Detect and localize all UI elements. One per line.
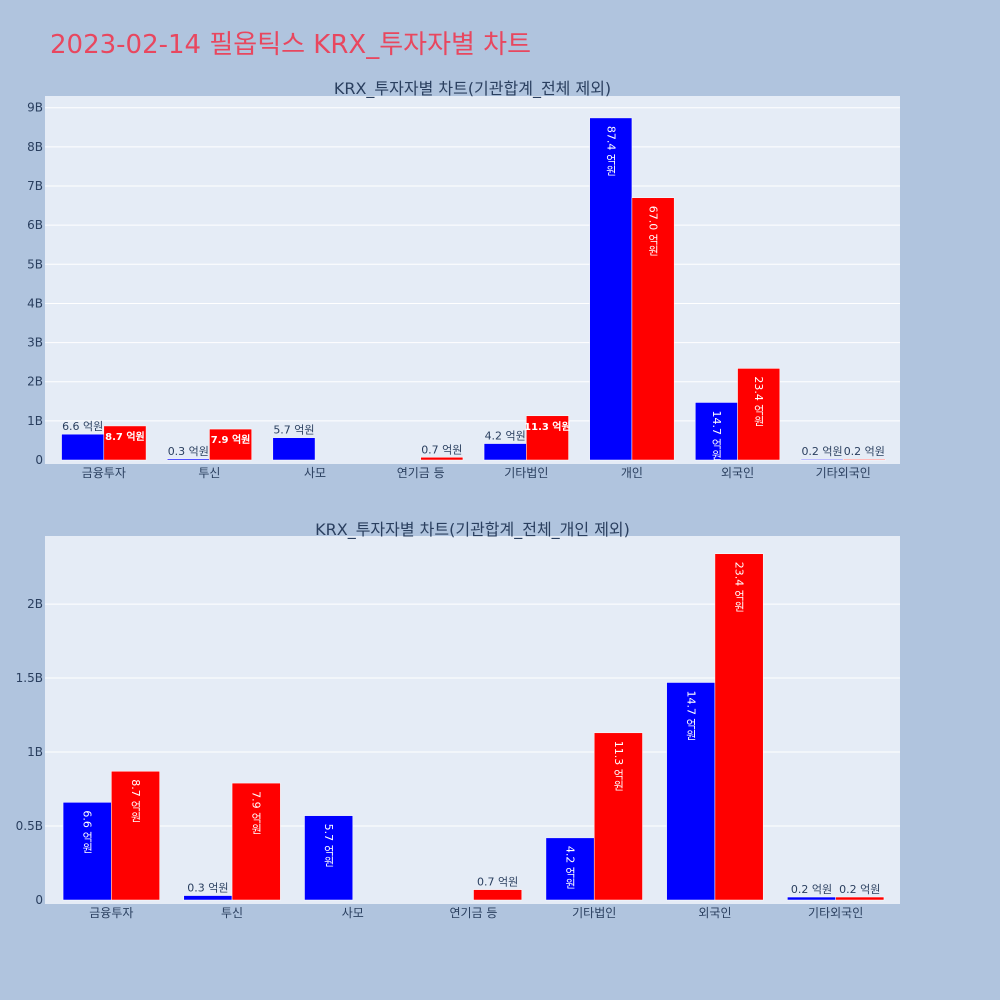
- x-tick-label: 기타법인: [572, 906, 616, 920]
- y-tick-label: 5B: [27, 257, 43, 271]
- data-label: 7.9 억원: [250, 791, 263, 834]
- data-label: 0.7 억원: [477, 876, 518, 889]
- bar: [593, 732, 643, 901]
- bar: [589, 117, 633, 461]
- data-label: 0.2 억원: [801, 445, 842, 458]
- y-tick-label: 0.5B: [16, 819, 43, 833]
- bar: [714, 553, 764, 901]
- x-tick-label: 기타외국인: [808, 906, 863, 920]
- x-tick-label: 사모: [342, 906, 364, 920]
- data-label: 0.3 억원: [168, 445, 209, 458]
- bar: [787, 896, 836, 901]
- bar: [209, 428, 252, 461]
- y-tick-label: 2B: [27, 597, 43, 611]
- data-label: 5.7 억원: [322, 824, 335, 867]
- x-tick-label: 기타법인: [504, 466, 548, 480]
- data-label: 87.4 억원: [604, 126, 617, 176]
- y-tick-label: 9B: [27, 101, 43, 115]
- page-title: 2023-02-14 필옵틱스 KRX_투자자별 차트: [50, 30, 532, 60]
- data-label: 23.4 억원: [733, 562, 746, 612]
- bar: [420, 457, 464, 461]
- data-label: 8.7 억원: [105, 430, 145, 443]
- y-tick-label: 0: [35, 453, 43, 467]
- bar: [842, 458, 886, 461]
- x-tick-label: 외국인: [721, 466, 754, 480]
- y-tick-label: 4B: [27, 296, 43, 310]
- data-label: 5.7 억원: [273, 424, 314, 437]
- data-label: 14.7 억원: [684, 690, 697, 740]
- x-tick-label: 투신: [198, 466, 220, 480]
- y-tick-label: 6B: [27, 218, 43, 232]
- bar: [111, 771, 160, 901]
- y-tick-label: 2B: [27, 375, 43, 389]
- x-tick-label: 외국인: [698, 906, 731, 920]
- chart-title-1: KRX_투자자별 차트(기관합계_전체 제외): [334, 79, 611, 99]
- data-label: 0.7 억원: [421, 443, 462, 456]
- y-tick-label: 7B: [27, 179, 43, 193]
- y-tick-label: 1B: [27, 745, 43, 759]
- y-tick-label: 8B: [27, 140, 43, 154]
- bar: [695, 402, 738, 461]
- data-label: 11.3 억원: [524, 420, 571, 433]
- data-label: 0.2 억원: [791, 883, 832, 896]
- bar: [473, 889, 523, 901]
- x-tick-label: 투신: [221, 906, 243, 920]
- data-label: 0.2 억원: [844, 445, 885, 458]
- bar: [304, 815, 354, 901]
- y-tick-label: 1B: [27, 414, 43, 428]
- y-tick-label: 3B: [27, 336, 43, 350]
- data-label: 23.4 억원: [752, 376, 765, 426]
- x-tick-label: 금융투자: [89, 906, 133, 920]
- data-label: 11.3 억원: [612, 741, 625, 791]
- y-tick-label: 0: [35, 893, 43, 907]
- x-tick-label: 연기금 등: [450, 906, 498, 920]
- plot-area-2: [45, 536, 900, 904]
- bar: [183, 895, 233, 901]
- x-tick-label: 개인: [621, 466, 643, 480]
- data-label: 4.2 억원: [485, 430, 526, 443]
- y-tick-label: 1.5B: [16, 671, 43, 685]
- bar: [666, 682, 716, 901]
- bar: [166, 458, 210, 461]
- data-label: 14.7 억원: [710, 410, 723, 460]
- data-label: 67.0 억원: [647, 206, 660, 256]
- bar: [483, 443, 527, 461]
- bar: [800, 458, 844, 461]
- chart-title-2: KRX_투자자별 차트(기관합계_전체_개인 제외): [315, 520, 630, 540]
- data-label: 6.6 억원: [62, 420, 103, 433]
- data-label: 0.2 억원: [839, 883, 880, 896]
- data-label: 6.6 억원: [81, 810, 94, 853]
- bar: [526, 415, 569, 461]
- x-tick-label: 사모: [304, 466, 326, 480]
- bar: [631, 197, 675, 461]
- data-label: 8.7 억원: [129, 779, 142, 822]
- bar: [737, 368, 781, 461]
- x-tick-label: 금융투자: [82, 466, 126, 480]
- bar: [231, 782, 281, 901]
- data-label: 0.3 억원: [187, 882, 228, 895]
- x-tick-label: 기타외국인: [816, 466, 871, 480]
- bar: [62, 802, 112, 901]
- x-tick-label: 연기금 등: [397, 466, 445, 480]
- bar: [272, 437, 316, 461]
- bar: [103, 425, 147, 461]
- data-label: 7.9 억원: [211, 433, 251, 446]
- bar: [61, 433, 105, 461]
- bar: [835, 896, 885, 901]
- data-label: 4.2 억원: [564, 846, 577, 889]
